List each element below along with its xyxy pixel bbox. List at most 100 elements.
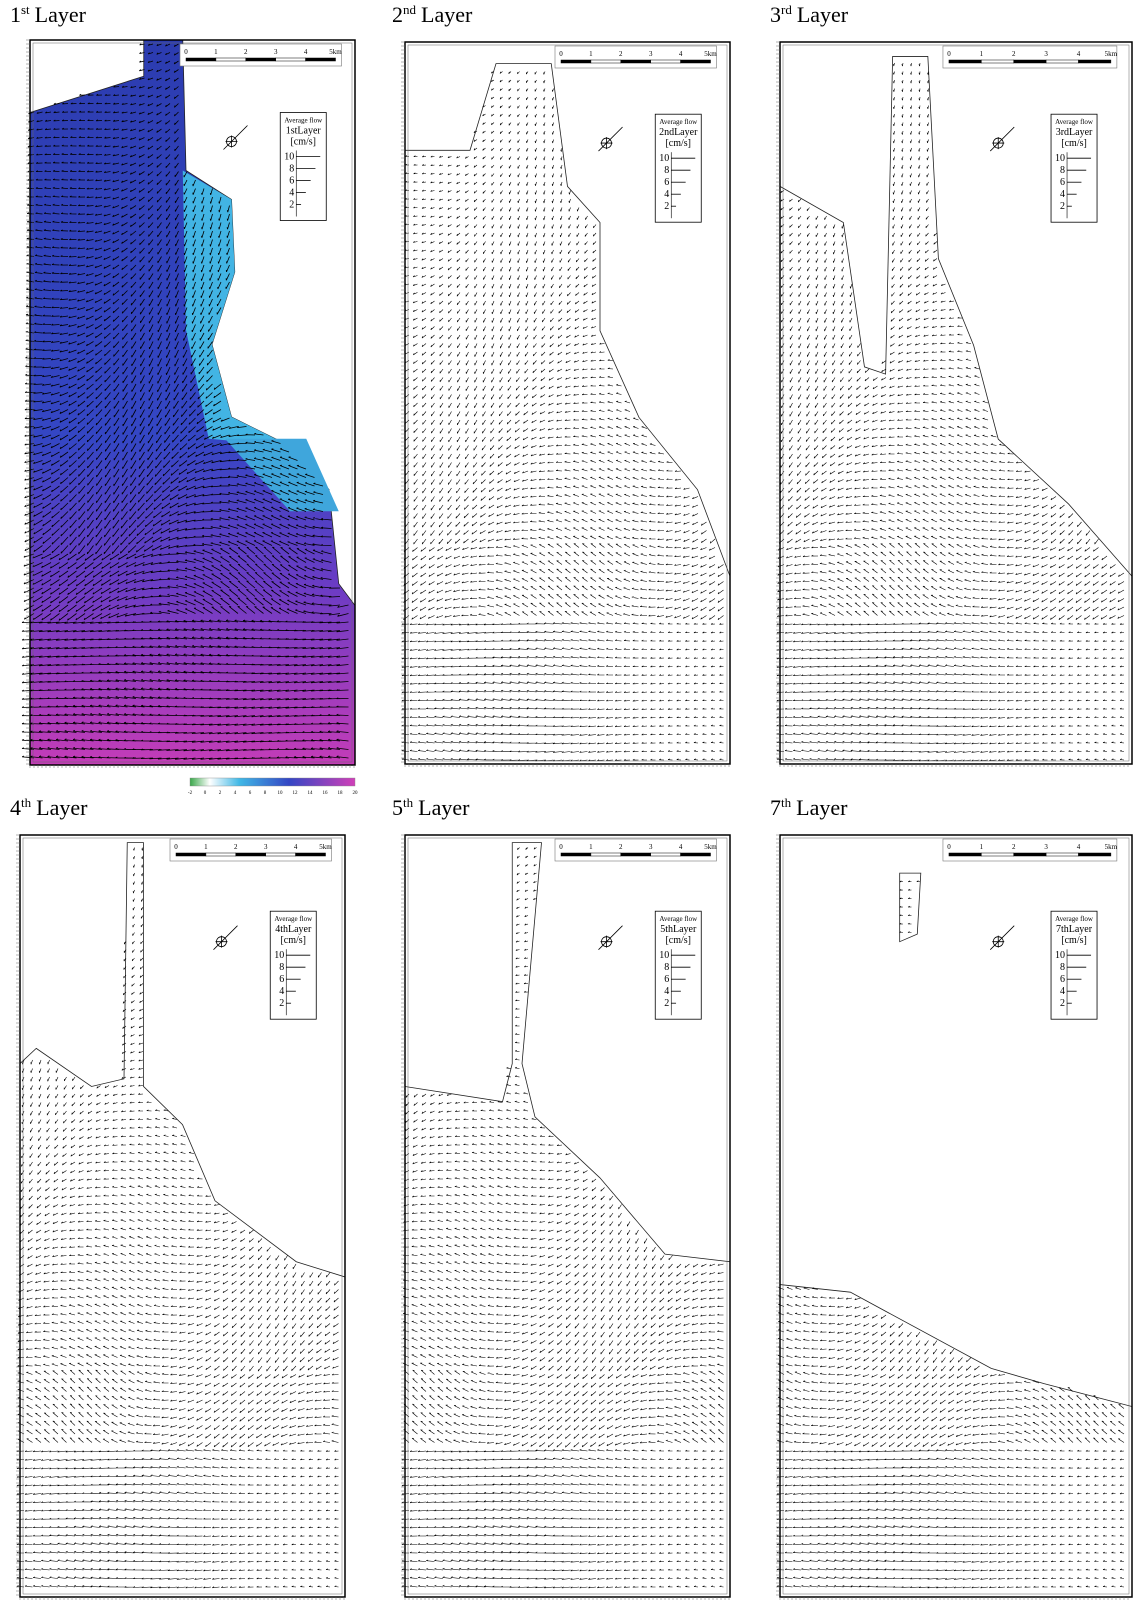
scale-bar-segment: [949, 60, 981, 63]
legend-scale-label: 6: [664, 177, 669, 188]
legend-scale-label: 6: [664, 974, 669, 985]
scale-bar-segment: [651, 853, 681, 856]
scale-bar-label: 4: [679, 843, 683, 851]
legend-scale-label: 8: [1060, 165, 1065, 176]
panel-ordinal-suffix: th: [21, 795, 32, 810]
legend-scale-label: 8: [664, 962, 669, 973]
scale-bar-segment: [651, 60, 681, 63]
legend-layer: 7thLayer: [1056, 924, 1093, 935]
legend-scale-label: 10: [1055, 153, 1065, 164]
legend-scale-label: 4: [664, 986, 669, 997]
legend-scale-label: 2: [664, 201, 669, 212]
scale-bar-label: 0: [947, 50, 951, 58]
colorbar-label: 8: [264, 791, 267, 796]
legend-scale-label: 4: [289, 188, 294, 199]
colorbar-label: 10: [278, 791, 284, 796]
scale-bar-label: 4: [304, 48, 308, 56]
compass-arrow: [214, 926, 238, 950]
legend-scale-label: 2: [1060, 201, 1065, 212]
island-area: [900, 873, 921, 942]
colorbar-label: 2: [219, 791, 222, 796]
scale-bar-segment: [591, 853, 621, 856]
panel-ordinal: 5: [392, 795, 403, 820]
legend-title: Average flow: [659, 118, 698, 126]
scale-bar-label: 2: [1012, 50, 1016, 58]
panel-ordinal: 1: [10, 2, 21, 27]
legend-layer: 3rdLayer: [1056, 127, 1093, 138]
legend-title: Average flow: [1055, 118, 1094, 126]
scale-bar-label: 4: [1077, 843, 1081, 851]
scale-bar-segment: [981, 853, 1013, 856]
panel-title-word: Layer: [797, 2, 849, 27]
scale-bar-segment: [266, 853, 296, 856]
compass-arrow: [990, 127, 1014, 151]
legend-layer: 1stLayer: [286, 126, 322, 137]
scale-bar-box: [170, 839, 332, 861]
scale-bar-label: 4: [294, 843, 298, 851]
scale-bar-segment: [216, 58, 246, 61]
scale-bar-label: 3: [1044, 50, 1048, 58]
colorbar-ramp: [190, 778, 355, 786]
legend-scale-label: 4: [1060, 189, 1065, 200]
legend-scale-label: 4: [664, 189, 669, 200]
legend-layer: 5thLayer: [660, 924, 697, 935]
scale-bar-segment: [981, 60, 1013, 63]
scale-bar-label: 5km: [704, 50, 717, 58]
scale-bar-segment: [561, 60, 591, 63]
colorbar-label: 14: [308, 791, 314, 796]
scale-bar-segment: [621, 853, 651, 856]
legend-scale-label: 10: [284, 152, 294, 163]
panel-ordinal: 4: [10, 795, 21, 820]
scale-bar-label: 1: [214, 48, 218, 56]
panel-ordinal: 3: [770, 2, 781, 27]
scale-bar-box: [943, 839, 1117, 861]
colorbar-label: -2: [188, 791, 193, 796]
panel-title-word: Layer: [796, 795, 848, 820]
colorbar-label: 12: [293, 791, 299, 796]
legend-unit: [cm/s]: [665, 935, 691, 946]
scale-bar-label: 0: [559, 843, 563, 851]
scale-bar-segment: [591, 60, 621, 63]
scale-bar-label: 0: [947, 843, 951, 851]
legend-scale-label: 4: [1060, 986, 1065, 997]
legend-layer: 4thLayer: [275, 924, 312, 935]
scale-bar-box: [555, 46, 717, 68]
scale-bar-label: 3: [649, 843, 653, 851]
panel-title-word: Layer: [36, 795, 88, 820]
legend-title: Average flow: [284, 117, 323, 125]
scale-bar-segment: [1046, 853, 1078, 856]
panel-title-word: Layer: [418, 795, 470, 820]
scale-bar-segment: [176, 853, 206, 856]
scale-bar-label: 5km: [329, 48, 342, 56]
legend-scale-label: 10: [274, 950, 284, 961]
scale-bar-segment: [236, 853, 266, 856]
legend-scale-label: 8: [279, 962, 284, 973]
legend-layer: 2ndLayer: [659, 127, 698, 138]
legend-scale-label: 6: [1060, 177, 1065, 188]
legend-scale-label: 6: [1060, 974, 1065, 985]
scale-bar-label: 3: [649, 50, 653, 58]
scale-bar-label: 1: [589, 50, 593, 58]
scale-bar-label: 1: [589, 843, 593, 851]
panel-title: 5thLayer: [392, 795, 470, 820]
scale-bar-segment: [1078, 60, 1110, 63]
scale-bar-segment: [1046, 60, 1078, 63]
scale-bar-label: 3: [1044, 843, 1048, 851]
panel-ordinal-suffix: th: [781, 795, 792, 810]
scale-bar-segment: [949, 853, 981, 856]
scale-bar-label: 3: [274, 48, 278, 56]
scale-bar-label: 0: [184, 48, 188, 56]
scale-bar-segment: [621, 60, 651, 63]
colorbar-label: 6: [249, 791, 252, 796]
scale-bar-box: [943, 46, 1117, 68]
compass-arrow: [224, 126, 248, 150]
scale-bar-label: 2: [619, 843, 623, 851]
legend-unit: [cm/s]: [290, 137, 316, 148]
scale-bar-label: 5km: [704, 843, 717, 851]
scale-bar-segment: [681, 60, 711, 63]
scale-bar-segment: [246, 58, 276, 61]
panel-ordinal-suffix: st: [21, 2, 30, 17]
